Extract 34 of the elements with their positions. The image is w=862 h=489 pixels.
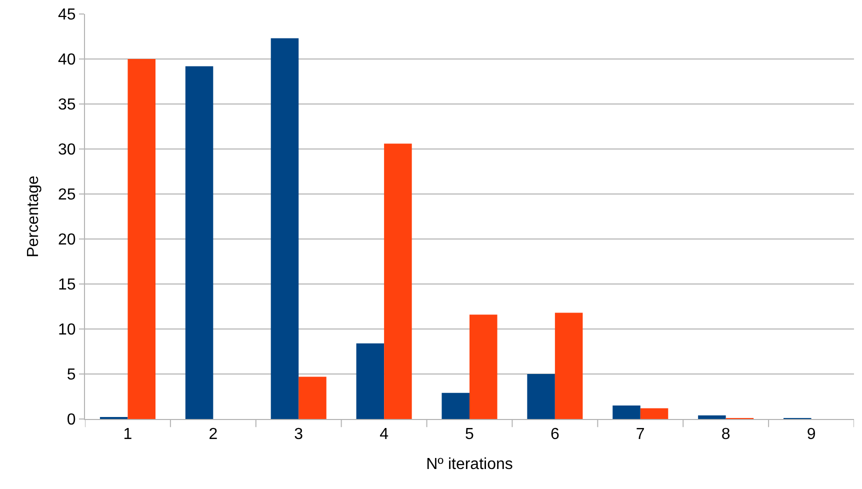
bar (384, 144, 412, 419)
y-tick-label: 5 (66, 366, 76, 384)
bar (270, 38, 299, 419)
x-tick-label: 3 (294, 426, 304, 444)
y-tick-label: 20 (58, 232, 76, 249)
x-tick-label: 1 (123, 426, 132, 444)
bar (554, 312, 583, 419)
y-tick-label: 25 (58, 186, 76, 204)
x-axis-title: Nº iterations (426, 456, 513, 473)
bar (356, 343, 384, 419)
x-tick-label: 2 (208, 426, 218, 444)
bar (640, 408, 668, 419)
y-tick-label: 30 (58, 142, 76, 159)
y-tick-label: 0 (66, 412, 76, 429)
bar (470, 314, 498, 419)
x-tick-label: 5 (465, 426, 474, 444)
x-tick-label: 4 (380, 426, 389, 444)
bar (298, 376, 326, 419)
x-tick-label: 9 (806, 426, 816, 444)
y-axis-title: Percentage (24, 175, 42, 258)
y-tick-label: 35 (58, 96, 76, 114)
bar (128, 59, 156, 419)
y-tick-label: 10 (58, 322, 76, 339)
y-tick-label: 15 (58, 276, 76, 294)
x-tick-label: 6 (550, 426, 560, 444)
y-tick-label: 40 (58, 52, 76, 69)
x-tick-label: 7 (636, 426, 645, 444)
bar (698, 415, 726, 419)
x-tick-label: 8 (721, 426, 730, 444)
bar (527, 374, 555, 419)
bar (442, 392, 470, 419)
y-tick-label: 45 (58, 6, 76, 24)
bar (612, 406, 640, 419)
bar (185, 66, 214, 419)
